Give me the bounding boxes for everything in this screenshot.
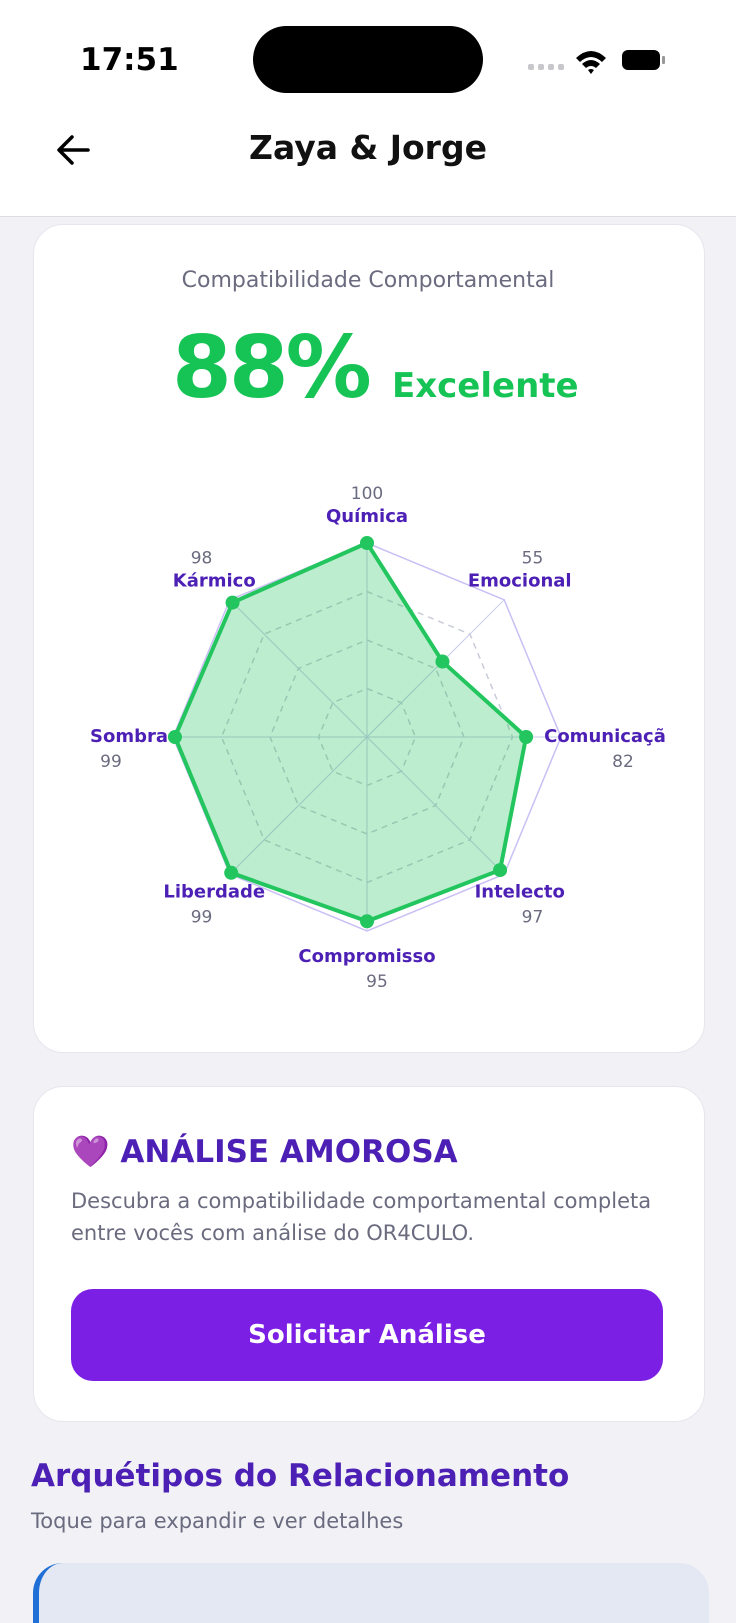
score: 88% (172, 318, 372, 418)
section-subtitle: Toque para expandir e ver detalhes (31, 1509, 404, 1533)
axis-label: Química (326, 506, 408, 527)
request-button[interactable]: Solicitar Análise (71, 1289, 663, 1381)
axis-spoke (229, 599, 368, 738)
axis-spoke (366, 599, 505, 738)
axis-label: Comunicaçã (544, 726, 666, 747)
data-point (360, 914, 374, 929)
section-title: Arquétipos do Relacionamento (31, 1458, 570, 1494)
data-point (493, 863, 508, 878)
value-label: 82 (612, 752, 634, 772)
data-point (435, 654, 450, 669)
status-time: 17:51 (80, 42, 179, 78)
header-title: Zaya & Jorge (249, 128, 487, 167)
axis-label: Emocional (468, 570, 572, 591)
value-label: 99 (100, 752, 122, 772)
axis-label: Compromisso (298, 946, 435, 967)
data-point (167, 730, 182, 744)
data-point (225, 595, 240, 610)
dynamic-island (253, 26, 483, 93)
value-label: 100 (351, 484, 383, 504)
value-label: 98 (191, 548, 213, 568)
axis-label: Intelecto (475, 882, 565, 903)
axis-label: Sombra (90, 726, 168, 747)
data-point (224, 865, 239, 880)
value-label: 97 (522, 908, 544, 928)
status-icons (528, 50, 665, 74)
axis-label: Liberdade (163, 882, 265, 903)
value-label: 95 (366, 972, 388, 992)
love-description: Descubra a compatibilidade comportamenta… (71, 1189, 652, 1245)
rating: Excelente (392, 366, 579, 406)
value-label: 55 (522, 548, 544, 568)
data-point (519, 730, 534, 744)
love-title: 💜 ANÁLISE AMOROSA (71, 1134, 458, 1170)
card-title: Compatibilidade Comportamental (181, 268, 555, 293)
archetype-card[interactable] (33, 1563, 709, 1623)
data-point (360, 536, 374, 550)
back-button[interactable] (54, 132, 94, 168)
axis-spoke (229, 736, 368, 875)
value-label: 99 (191, 908, 213, 928)
axis-label: Kármico (173, 570, 256, 591)
axis-spoke (366, 736, 505, 875)
